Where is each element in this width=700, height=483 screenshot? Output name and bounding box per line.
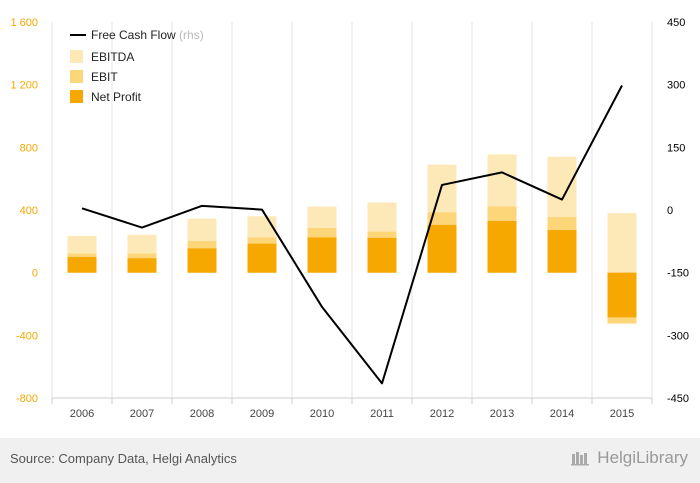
bar-net-profit (247, 243, 277, 273)
x-tick-label: 2011 (370, 408, 394, 420)
x-tick-label: 2012 (430, 408, 454, 420)
x-tick-label: 2014 (550, 408, 574, 420)
bar-net-profit (547, 230, 577, 273)
left-tick-label: 1 600 (10, 17, 38, 29)
legend-label-net-profit: Net Profit (91, 90, 142, 104)
x-tick-label: 2013 (490, 408, 514, 420)
right-tick-label: 450 (667, 17, 685, 29)
left-tick-label: 400 (20, 205, 38, 217)
bar-net-profit (607, 272, 637, 318)
source-note: Source: Company Data, Helgi Analytics (10, 451, 237, 466)
right-tick-label: -300 (667, 330, 689, 342)
bar-net-profit (367, 237, 397, 273)
legend-swatch-ebitda (70, 50, 83, 63)
right-tick-label: -450 (667, 393, 689, 405)
x-tick-label: 2008 (190, 408, 214, 420)
right-tick-label: 150 (667, 142, 685, 154)
right-tick-label: 0 (667, 205, 673, 217)
bar-net-profit (187, 248, 217, 273)
right-tick-label: -150 (667, 268, 689, 280)
bar-net-profit (67, 257, 97, 273)
library-icon (571, 452, 590, 466)
x-tick-label: 2009 (250, 408, 274, 420)
x-tick-label: 2010 (310, 408, 334, 420)
footer: Source: Company Data, Helgi Analytics He… (0, 438, 700, 483)
legend-label-free-cash-flow: Free Cash Flow (rhs) (91, 28, 204, 42)
left-tick-label: 800 (20, 142, 38, 154)
left-tick-label: 1 200 (10, 80, 38, 92)
right-tick-label: 300 (667, 80, 685, 92)
legend-rhs-note: (rhs) (179, 28, 204, 42)
left-tick-label: -800 (16, 393, 38, 405)
bar-net-profit (487, 220, 517, 273)
bar-ebitda (607, 213, 637, 273)
chart-svg: -800 -400 0 400 800 1 200 1 600 -450 -300 -150 0 15… (10, 17, 689, 420)
legend-label-ebitda: EBITDA (91, 50, 134, 64)
bar-net-profit (307, 237, 337, 273)
x-tick-label: 2006 (70, 408, 94, 420)
bar-net-profit (127, 258, 157, 273)
line-free-cash-flow (81, 85, 623, 385)
x-tick-label: 2015 (610, 408, 634, 420)
left-tick-label: 0 (32, 268, 38, 280)
legend-swatch-ebit (70, 70, 83, 83)
left-tick-label: -400 (16, 330, 38, 342)
brand-name: HelgiLibrary (597, 448, 688, 467)
x-tick-label: 2007 (130, 408, 154, 420)
brand-logo[interactable]: HelgiLibrary (571, 448, 688, 468)
legend-swatch-net-profit (70, 90, 83, 103)
legend-label-ebit: EBIT (91, 70, 118, 84)
bar-net-profit (427, 224, 457, 273)
